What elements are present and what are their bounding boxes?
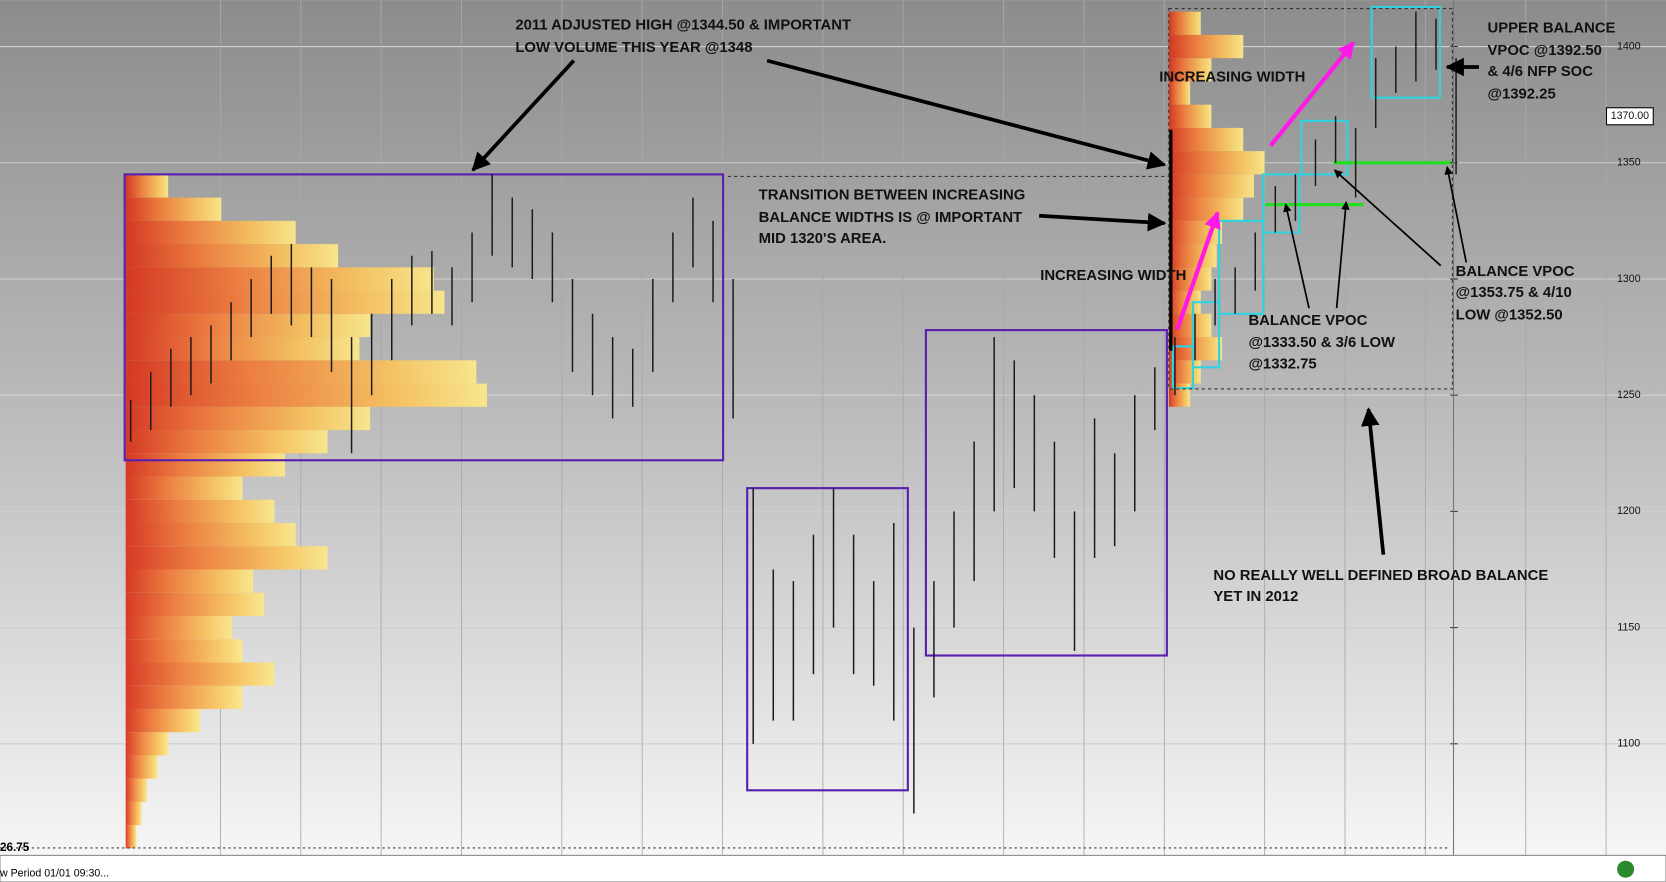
profile-bar	[1168, 313, 1212, 338]
balance-box	[746, 487, 909, 792]
arrow	[1335, 201, 1350, 309]
balance-box	[1370, 5, 1442, 99]
profile-bar	[125, 313, 371, 338]
profile-bar	[1168, 267, 1212, 291]
annotation: 2011 ADJUSTED HIGH @1344.50 & IMPORTANT	[515, 17, 851, 33]
price-bars	[129, 11, 1457, 814]
profile-bar	[125, 546, 328, 570]
profile-bar	[125, 569, 254, 593]
profile-bar	[125, 801, 142, 826]
annotation: @1333.50 & 3/6 LOW	[1248, 335, 1396, 351]
y-tick-label: 1400	[1617, 40, 1641, 52]
profile-bar	[125, 685, 243, 709]
profile-bar	[1168, 104, 1212, 128]
profile-bar	[1168, 127, 1244, 152]
y-tick-label: 1200	[1617, 505, 1641, 517]
balance-box	[924, 329, 1168, 657]
arrow	[1333, 169, 1442, 267]
annotation: @1353.75 & 4/10	[1456, 285, 1572, 301]
profile-bar	[1168, 81, 1191, 105]
profile-bar	[1168, 244, 1217, 268]
annotation: UPPER BALANCE	[1488, 21, 1616, 37]
profile-bar	[125, 476, 243, 500]
profile-bar	[125, 523, 296, 547]
profile-bar	[1168, 197, 1244, 221]
status-icon	[1617, 860, 1635, 878]
last-price-box	[1605, 107, 1654, 126]
profile-bar	[125, 453, 286, 477]
annotation: NO REALLY WELL DEFINED BROAD BALANCE	[1213, 568, 1548, 584]
balance-box	[1218, 219, 1265, 315]
profile-bar	[125, 778, 147, 802]
profile-bar	[125, 383, 487, 407]
arrow	[1039, 212, 1167, 232]
arrows	[471, 57, 1479, 555]
arrow	[471, 59, 576, 172]
profile-bar	[125, 267, 434, 291]
profile-bar	[125, 755, 158, 779]
profile-bar	[125, 662, 275, 686]
annotation: LOW @1352.50	[1456, 308, 1563, 324]
status-text: w Period 01/01 09:30...	[0, 867, 109, 879]
balance-boxes	[123, 5, 1453, 792]
annotation: @1332.75	[1248, 356, 1316, 372]
bottom-value: 26.75	[0, 841, 30, 854]
annotation: BALANCE VPOC	[1456, 264, 1575, 280]
thin-arrows	[1283, 166, 1468, 309]
annotations: 2011 ADJUSTED HIGH @1344.50 & IMPORTANT …	[515, 17, 1615, 605]
profile-bar	[125, 360, 477, 384]
y-tick-label: 1150	[1617, 621, 1640, 633]
profile-bar	[125, 220, 296, 245]
annotation: LOW VOLUME THIS YEAR @1348	[515, 40, 752, 56]
profile-bar	[125, 615, 232, 640]
annotation: BALANCE WIDTHS IS @ IMPORTANT	[759, 210, 1023, 226]
y-tick-label: 1100	[1617, 738, 1640, 750]
profile-bar	[125, 406, 371, 431]
profile-bar	[1168, 174, 1254, 198]
annotation: BALANCE VPOC	[1248, 313, 1367, 329]
profile-bar	[125, 732, 169, 756]
profile-bar	[125, 197, 222, 221]
annotation: TRANSITION BETWEEN INCREASING	[759, 187, 1026, 203]
annotation: & 4/6 NFP SOC	[1488, 64, 1594, 80]
profile-bar	[125, 174, 169, 198]
annotation: VPOC @1392.50	[1488, 43, 1602, 59]
arrow	[1283, 203, 1310, 309]
y-tick-label: 1250	[1617, 389, 1641, 401]
annotation: INCREASING WIDTH	[1159, 70, 1305, 86]
last-price-label: 1370.00	[1611, 110, 1649, 122]
profile-bar	[125, 430, 328, 454]
profile-bar	[1168, 58, 1212, 82]
time-axis-strip	[0, 854, 1666, 882]
profile-bar	[1168, 151, 1265, 175]
arrow	[1360, 407, 1386, 555]
annotation: YET IN 2012	[1213, 589, 1298, 605]
y-tick-label: 1300	[1617, 273, 1641, 285]
dashed-2012-region	[1168, 8, 1453, 390]
profile-bar	[125, 592, 264, 616]
annotation: MID 1320'S AREA.	[759, 231, 887, 247]
balance-box	[123, 173, 725, 462]
profile-bar	[1168, 34, 1244, 59]
profile-bar	[125, 290, 445, 314]
balance-box	[1300, 119, 1349, 176]
balance-box	[1191, 301, 1221, 369]
arrow	[1175, 210, 1221, 331]
profile-bar	[125, 337, 360, 361]
annotation: @1392.25	[1488, 87, 1556, 103]
arrow	[1269, 41, 1356, 147]
arrow	[766, 58, 1167, 170]
profile-bar	[125, 639, 243, 663]
profile-bar	[1168, 11, 1201, 35]
profile-bar	[125, 244, 339, 268]
profile-bar	[125, 708, 201, 733]
magenta-arrows	[1175, 41, 1356, 331]
y-tick-label: 1350	[1617, 157, 1641, 169]
arrow	[1444, 166, 1468, 263]
annotation: INCREASING WIDTH	[1040, 268, 1186, 284]
profile-bar	[125, 499, 275, 524]
profile-bar	[125, 825, 137, 849]
